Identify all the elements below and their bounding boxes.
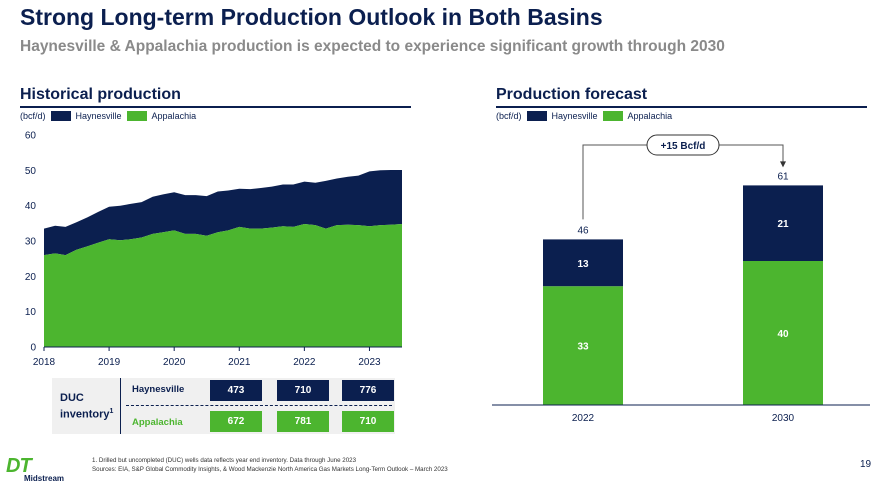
total-label: 61 [777, 171, 789, 182]
x-tick-label: 2018 [33, 357, 56, 368]
bar-appalachia-2022 [543, 286, 623, 405]
duc-divider [120, 378, 121, 434]
footnote-marker: 1 [109, 408, 114, 415]
historical-units: (bcf/d) [20, 111, 46, 121]
bar-appalachia-2030 [743, 261, 823, 405]
y-tick-label: 40 [25, 201, 37, 212]
appalachia-area [44, 224, 402, 347]
x-tick-label: 2019 [98, 357, 121, 368]
duc-inventory-table: DUC inventory1 Haynesville Appalachia 47… [52, 378, 395, 434]
total-label: 46 [577, 225, 589, 236]
legend-appalachia: Appalachia [151, 111, 197, 121]
page-number: 19 [860, 459, 872, 470]
forecast-legend: (bcf/d) Haynesville Appalachia [496, 111, 672, 121]
duc-haynesville-2021: 473 [210, 380, 262, 401]
growth-arrowhead [780, 161, 786, 168]
appalachia-swatch [602, 111, 623, 121]
duc-row-appalachia-label: Appalachia [132, 417, 183, 428]
footnote-1: 1. Drilled but uncompleted (DUC) wells d… [92, 457, 357, 464]
appalachia-swatch [126, 111, 147, 121]
page-subtitle: Haynesville & Appalachia production is e… [20, 38, 725, 55]
duc-appalachia-2021: 672 [210, 411, 262, 432]
bar-haynesville-2030 [743, 185, 823, 261]
historical-divider [20, 106, 411, 108]
historical-area-chart: 0 10 20 30 40 50 60 2018 2019 2020 2021 2022 2023 [25, 131, 402, 368]
growth-label: +15 Bcf/d [661, 141, 706, 152]
y-tick-label: 60 [25, 131, 37, 142]
haynesville-area [44, 170, 402, 256]
dt-midstream-logo: DT Midstream [6, 455, 64, 490]
duc-haynesville-2023: 776 [342, 380, 394, 401]
bar-haynesville-2022 [543, 239, 623, 287]
duc-row-haynesville-label: Haynesville [132, 384, 185, 395]
y-tick-label: 30 [25, 237, 37, 248]
haynesville-swatch [526, 111, 547, 121]
historical-production-title: Historical production [20, 86, 181, 103]
y-tick-label: 50 [25, 166, 37, 177]
forecast-divider [496, 106, 867, 108]
duc-haynesville-2022: 710 [277, 380, 329, 401]
page-title: Strong Long-term Production Outlook in B… [20, 4, 603, 30]
forecast-bar-chart: 33 13 46 2022 40 21 61 2030 +15 Bcf/d [492, 134, 870, 424]
footnote-sources: Sources: EIA, S&P Global Commodity Insig… [92, 466, 448, 473]
growth-callout [646, 134, 720, 156]
data-label-haynesville: 21 [777, 219, 789, 230]
x-category-label: 2022 [572, 413, 595, 424]
x-tick-label: 2020 [163, 357, 186, 368]
data-label-haynesville: 13 [577, 259, 589, 270]
x-tick-label: 2021 [228, 357, 251, 368]
duc-label: DUC inventory1 [60, 392, 114, 421]
y-tick-label: 0 [30, 343, 36, 354]
duc-row-divider [126, 405, 392, 406]
historical-legend: (bcf/d) Haynesville Appalachia [20, 111, 196, 121]
data-label-appalachia: 40 [777, 329, 789, 340]
logo-mark: DT [6, 455, 32, 477]
haynesville-swatch [50, 111, 71, 121]
legend-haynesville: Haynesville [551, 111, 598, 121]
production-forecast-title: Production forecast [496, 86, 648, 103]
y-tick-label: 20 [25, 272, 37, 283]
y-tick-label: 10 [25, 307, 37, 318]
duc-appalachia-2022: 781 [277, 411, 329, 432]
x-tick-label: 2023 [358, 357, 381, 368]
x-category-label: 2030 [772, 413, 795, 424]
forecast-units: (bcf/d) [496, 111, 522, 121]
legend-haynesville: Haynesville [75, 111, 122, 121]
logo-text: Midstream [24, 474, 65, 483]
data-label-appalachia: 33 [577, 342, 589, 353]
duc-appalachia-2023: 710 [342, 411, 394, 432]
legend-appalachia: Appalachia [627, 111, 673, 121]
x-tick-label: 2022 [293, 357, 316, 368]
